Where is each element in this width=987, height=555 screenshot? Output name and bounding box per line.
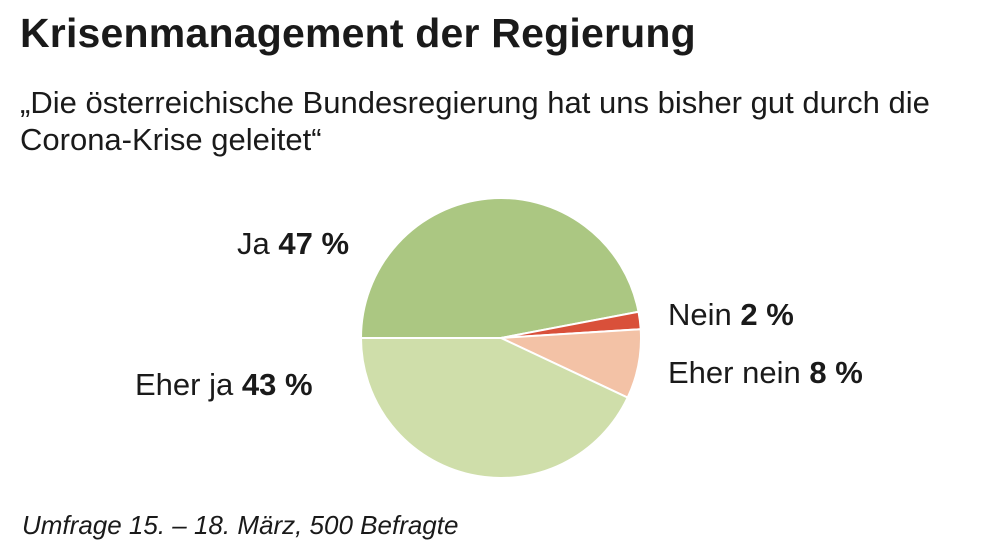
label-eher-ja: Eher ja 43 % <box>135 367 313 403</box>
label-eher-nein-text: Eher nein <box>668 355 801 390</box>
label-eher-nein: Eher nein 8 % <box>668 355 863 391</box>
label-eher-ja-text: Eher ja <box>135 367 234 402</box>
label-ja: Ja 47 % <box>237 226 349 262</box>
slice-eher-ja <box>359 337 630 479</box>
label-nein-value: 2 % <box>740 297 794 332</box>
label-eher-nein-value: 8 % <box>809 355 863 390</box>
chart-subtitle: „Die österreichische Bundesregierung hat… <box>20 85 930 157</box>
label-ja-text: Ja <box>237 226 270 261</box>
label-nein: Nein 2 % <box>668 297 794 333</box>
label-ja-value: 47 % <box>278 226 350 261</box>
source-note: Umfrage 15. – 18. März, 500 Befragte <box>22 510 459 540</box>
label-eher-ja-value: 43 % <box>241 367 313 402</box>
label-nein-text: Nein <box>668 297 732 332</box>
slice-ja <box>359 197 640 339</box>
chart-title: Krisenmanagement der Regierung <box>20 10 696 56</box>
